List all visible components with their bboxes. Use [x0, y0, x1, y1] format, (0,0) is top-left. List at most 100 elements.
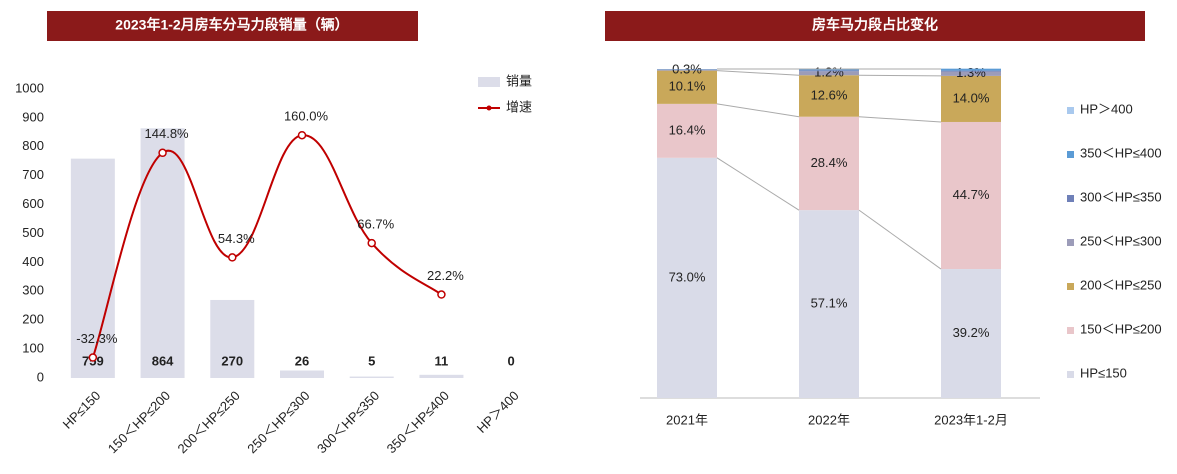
- legend-swatch: [1067, 327, 1074, 334]
- bar: [70, 158, 115, 378]
- legend-label: HP＞400: [1080, 101, 1133, 116]
- legend-swatch: [1067, 151, 1074, 158]
- title-bar: [47, 11, 418, 41]
- bar-label: 864: [152, 353, 174, 368]
- y-tick-label: 100: [22, 341, 44, 356]
- data-label: 57.1%: [811, 296, 848, 311]
- x-tick-label: 150＜HP≤200: [105, 388, 173, 456]
- y-tick-label: 800: [22, 138, 44, 153]
- x-tick-label: 250＜HP≤300: [244, 388, 312, 456]
- legend-label: 350＜HP≤400: [1080, 145, 1162, 160]
- bar-segment: [799, 70, 859, 72]
- data-label: 39.2%: [953, 325, 990, 340]
- legend-label: 250＜HP≤300: [1080, 233, 1162, 248]
- bar-segment: [657, 157, 717, 398]
- bar: [419, 374, 464, 378]
- title-bar: [605, 11, 1145, 41]
- data-label: 44.7%: [953, 187, 990, 202]
- point: [367, 238, 376, 248]
- bar-label: 5: [368, 353, 375, 368]
- bar-label: 270: [221, 353, 243, 368]
- bar-segment: [657, 70, 717, 104]
- data-label: 16.4%: [669, 122, 706, 137]
- data-label: -32.3%: [76, 331, 118, 346]
- bar-segment: [941, 75, 1001, 122]
- legend-label: 200＜HP≤250: [1080, 277, 1162, 292]
- y-tick-label: 0: [37, 369, 44, 384]
- legend-swatch: [1067, 283, 1074, 290]
- legend-label: 增速: [506, 99, 532, 114]
- legend-label: 150＜HP≤200: [1080, 321, 1162, 336]
- data-label: 12.6%: [811, 87, 848, 102]
- connector: [716, 157, 800, 211]
- point: [158, 148, 167, 158]
- x-tick-label: 2023年1-2月: [934, 412, 1008, 427]
- x-tick-label: HP＞400: [474, 388, 522, 436]
- bar-segment: [941, 269, 1001, 398]
- x-tick-label: HP≤150: [60, 388, 104, 432]
- y-tick-label: 500: [22, 225, 44, 240]
- bar-segment: [657, 69, 717, 71]
- bar-segment: [799, 69, 859, 71]
- bar-segment: [941, 121, 1001, 270]
- bar-segment: [799, 116, 859, 211]
- bar-segment: [799, 210, 859, 398]
- bar: [140, 128, 185, 378]
- x-tick-label: 2021年: [666, 412, 708, 427]
- bar-segment: [799, 71, 859, 76]
- y-tick-label: 200: [22, 312, 44, 327]
- connector: [716, 70, 800, 76]
- point: [437, 290, 446, 299]
- data-label: 28.4%: [811, 155, 848, 170]
- bar: [210, 299, 255, 378]
- bar: [349, 376, 394, 378]
- x-tick-label: 2022年: [808, 412, 850, 427]
- x-tick-label: 350＜HP≤400: [384, 388, 452, 456]
- connector: [858, 74, 942, 77]
- bar-segment: [799, 75, 859, 117]
- data-label: 73.0%: [669, 269, 706, 284]
- data-label: 144.8%: [145, 126, 190, 141]
- data-label: 10.1%: [669, 79, 706, 94]
- data-label: 1.3%: [956, 65, 986, 80]
- data-label: 66.7%: [357, 217, 394, 232]
- legend-swatch: [1067, 107, 1074, 114]
- y-tick-label: 300: [22, 283, 44, 298]
- data-label: 160.0%: [284, 109, 329, 124]
- y-tick-label: 400: [22, 254, 44, 269]
- point: [228, 253, 237, 262]
- connector: [858, 209, 942, 270]
- data-label: 54.3%: [218, 231, 255, 246]
- bar-label: 0: [508, 353, 515, 368]
- point: [88, 353, 98, 362]
- legend-point: [486, 105, 492, 111]
- x-tick-label: 300＜HP≤350: [314, 388, 382, 456]
- y-tick-label: 600: [22, 196, 44, 211]
- legend-label: HP≤150: [1080, 365, 1127, 380]
- bar-segment: [941, 68, 1001, 71]
- x-tick-label: 200＜HP≤250: [175, 388, 243, 456]
- legend-swatch: [1067, 195, 1074, 202]
- bar-label: 26: [295, 353, 309, 368]
- legend-swatch: [1067, 239, 1074, 246]
- data-label: 14.0%: [953, 90, 990, 105]
- chart-title: 房车马力段占比变化: [812, 17, 938, 33]
- bar: [280, 370, 324, 378]
- legend-swatch: [478, 77, 500, 87]
- bar-segment: [941, 70, 1001, 72]
- point: [297, 130, 307, 140]
- data-label: 22.2%: [427, 268, 464, 283]
- bar-segment: [657, 103, 717, 158]
- chart-title: 2023年1-2月房车分马力段销量（辆）: [115, 17, 348, 33]
- y-tick-label: 900: [22, 109, 44, 124]
- data-label: 1.2%: [814, 65, 844, 80]
- bar-segment: [941, 71, 1001, 76]
- legend-swatch: [1067, 371, 1074, 378]
- legend-label: 300＜HP≤350: [1080, 189, 1162, 204]
- bar-label: 11: [435, 353, 449, 368]
- connector: [858, 116, 942, 123]
- legend-label: 销量: [506, 73, 532, 88]
- y-tick-label: 700: [22, 167, 44, 182]
- connector: [716, 103, 800, 118]
